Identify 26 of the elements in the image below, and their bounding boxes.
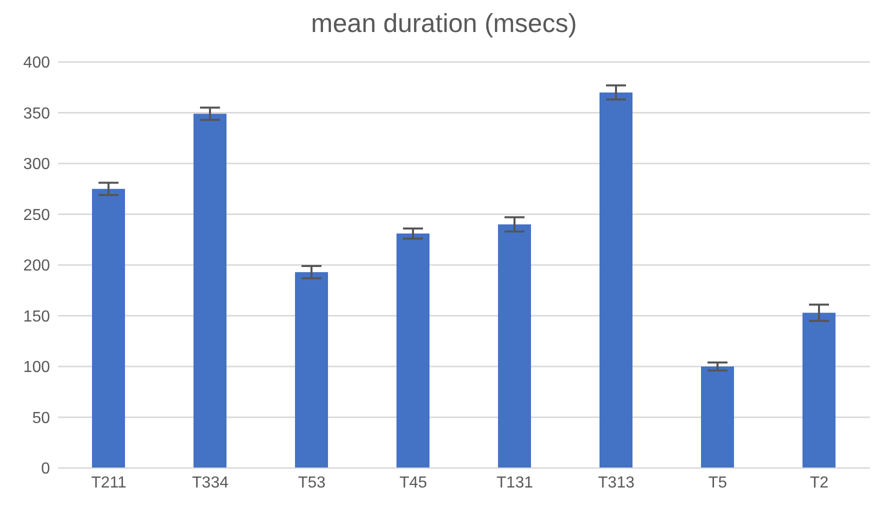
bar xyxy=(498,224,531,468)
x-tick-label: T5 xyxy=(708,474,728,492)
bar xyxy=(396,234,430,468)
chart-title: mean duration (msecs) xyxy=(310,8,578,40)
x-tick-label: T313 xyxy=(598,474,635,492)
y-tick-label: 250 xyxy=(23,206,50,224)
y-tick-label: 350 xyxy=(23,105,50,122)
bar xyxy=(802,312,836,468)
x-tick-label: T45 xyxy=(399,474,428,492)
x-tick-label: T334 xyxy=(192,474,229,492)
y-tick-label: 100 xyxy=(23,359,50,376)
x-tick-label: T211 xyxy=(91,474,126,492)
x-tick-label: T53 xyxy=(298,474,326,492)
bar xyxy=(295,272,328,468)
y-tick-label: 150 xyxy=(23,308,50,326)
bar xyxy=(701,366,734,468)
x-tick-label: T2 xyxy=(810,474,829,492)
bar xyxy=(194,114,226,468)
x-tick-label: T131 xyxy=(496,474,534,492)
y-tick-label: 200 xyxy=(23,258,50,275)
y-tick-label: 50 xyxy=(32,410,50,427)
bar xyxy=(600,92,632,468)
y-tick-label: 400 xyxy=(23,54,50,72)
y-tick-label: 300 xyxy=(23,156,50,174)
bar xyxy=(92,188,125,468)
y-tick-label: 0 xyxy=(41,460,50,478)
